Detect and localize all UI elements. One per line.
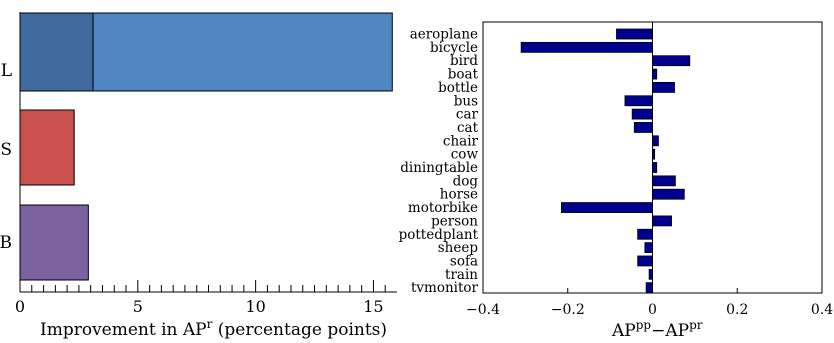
bar-motorbike [560,202,653,213]
bar-diningtable [652,162,658,173]
y-category-label: boat [448,67,479,83]
y-category-label: car [456,107,479,123]
bar-chair [652,135,659,147]
x-tick-label: 0 [648,302,657,318]
right-chart: aeroplanebicyclebirdboatbottlebuscarcatc… [399,21,833,341]
y-category-label: sheep [438,240,478,256]
bar-sheep [644,242,653,254]
bar-cat [633,122,653,133]
y-category-label: bird [450,53,478,69]
bar-horse [652,188,685,200]
y-category-label: train [445,267,478,283]
y-category-label: horse [440,187,478,203]
y-category-label: pottedplant [399,227,479,243]
bar-b-segment-1 [19,204,89,281]
bar-bicycle [520,41,653,53]
y-category-label: tvmonitor [411,280,479,296]
y-category-label: bottle [438,80,478,96]
x-axis-label: Improvement in APr (percentage points) [40,317,387,340]
bar-l-segment-1 [19,12,94,92]
x-tick-label: 0.2 [726,302,748,318]
bar-car [631,108,653,120]
y-category-label: B [0,233,12,253]
y-category-label: motorbike [408,200,478,216]
bar-bus [624,95,653,107]
bar-pottedplant [637,228,653,240]
y-category-label: L [1,61,12,81]
y-category-label: diningtable [400,160,478,176]
bar-person [652,215,672,227]
bar-s-segment-1 [19,109,75,186]
y-category-label: cat [457,120,479,136]
y-category-label: S [0,140,12,160]
y-category-label: dog [453,173,479,189]
bar-l-segment-2 [92,12,393,92]
y-category-label: cow [451,147,479,163]
bar-bird [652,55,691,67]
x-axis-label: APpp−APpr [611,318,703,341]
bar-train [648,268,653,280]
bar-dog [652,175,676,187]
bar-aeroplane [616,28,653,40]
x-tick-label: 0 [15,297,25,316]
y-category-label: bus [454,93,478,109]
y-category-label: person [431,213,478,229]
x-tick-label: −0.2 [551,302,585,318]
y-category-label: chair [443,133,479,149]
bar-bottle [652,82,675,93]
x-tick-label: 10 [245,297,265,316]
x-tick-label: −0.4 [466,302,500,318]
y-category-label: sofa [450,253,478,269]
y-category-label: aeroplane [410,27,478,43]
x-tick-label: 15 [363,297,383,316]
bar-tvmonitor [645,282,653,294]
bar-sofa [637,255,653,267]
bar-boat [652,68,658,80]
left-chart: 0 5 10 15 L S B Improvement in APr (percentage … [0,12,397,340]
x-tick-label: 0.4 [811,302,833,318]
y-category-label: bicycle [430,40,478,56]
x-tick-label: 5 [133,297,143,316]
